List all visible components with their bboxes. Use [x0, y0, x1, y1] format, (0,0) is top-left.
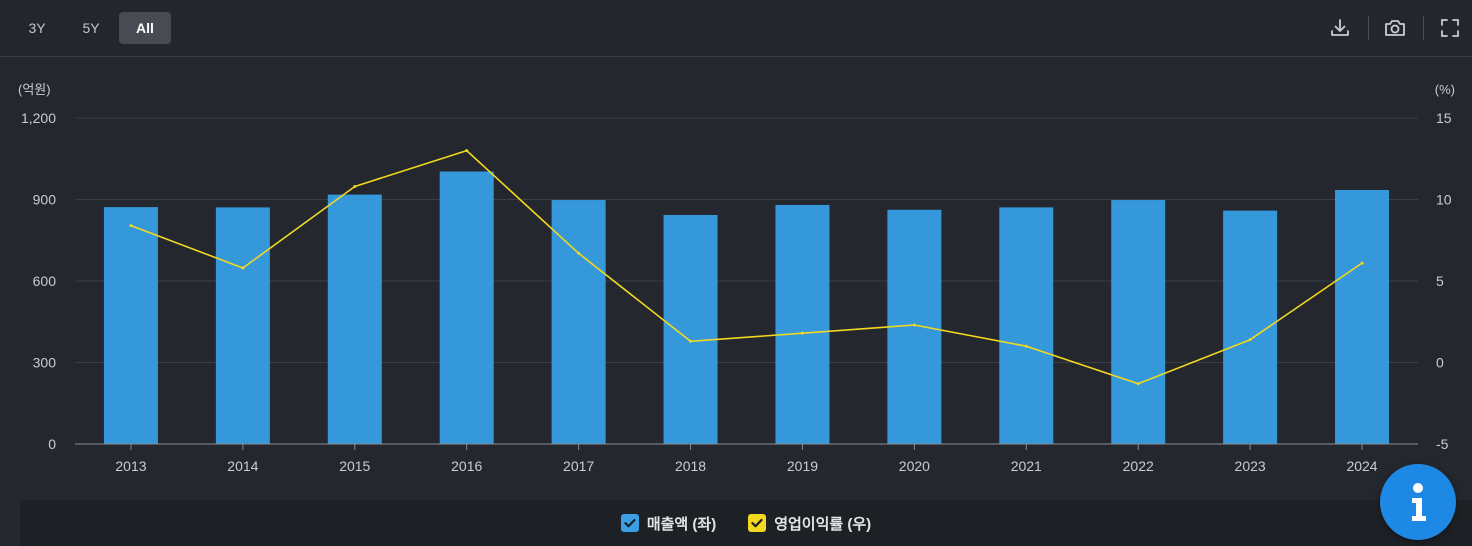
x-axis-tick-label: 2015	[339, 458, 370, 474]
fullscreen-icon[interactable]	[1434, 12, 1466, 44]
bar-revenue-2016	[439, 171, 494, 444]
legend-label: 매출액 (좌)	[646, 515, 717, 533]
line-operating-margin	[130, 149, 1363, 385]
checkbox-icon	[620, 514, 639, 532]
toolbar-divider	[1368, 16, 1369, 40]
left-axis-tick-label: 900	[33, 192, 57, 208]
point-operating-margin-2016	[465, 149, 469, 153]
right-axis-tick-label: 0	[1436, 355, 1444, 371]
bar-revenue-2015	[327, 194, 382, 444]
bar-revenue-2021	[999, 207, 1054, 444]
range-tab-3y[interactable]: 3Y	[28, 20, 46, 36]
bar-revenue-2014	[215, 207, 270, 444]
point-operating-margin-2014	[241, 266, 245, 270]
camera-icon[interactable]	[1379, 12, 1411, 44]
point-operating-margin-2023	[1248, 338, 1252, 342]
point-operating-margin-2013	[129, 224, 133, 228]
right-axis-tick-label: 15	[1436, 110, 1452, 126]
legend-item-operating-margin[interactable]: 영업이익률 (우)	[748, 513, 871, 534]
x-axis-tick-label: 2024	[1346, 458, 1377, 474]
range-tabs: 3Y 5Y All	[11, 12, 171, 44]
bar-revenue-2017	[551, 200, 606, 444]
left-axis-tick-label: 600	[33, 273, 57, 289]
x-axis-tick-label: 2022	[1123, 458, 1154, 474]
range-tab-all[interactable]: All	[119, 12, 171, 44]
combo-chart: 0 -5 300 0 600 5 900 10 1,200 15 2013 2014 2015 2016 2…	[18, 82, 1455, 474]
download-icon[interactable]	[1324, 12, 1356, 44]
left-axis-tick-label: 0	[48, 436, 56, 452]
x-axis-tick-label: 2023	[1235, 458, 1266, 474]
info-icon	[1412, 483, 1426, 521]
x-axis-tick-label: 2017	[563, 458, 594, 474]
bar-revenue-2022	[1111, 200, 1166, 444]
toolbar-divider	[1423, 16, 1424, 40]
bar-revenue-2013	[103, 207, 158, 444]
x-axis-tick-label: 2021	[1011, 458, 1042, 474]
range-tab-5y[interactable]: 5Y	[82, 20, 100, 36]
x-axis-tick-label: 2020	[899, 458, 930, 474]
bar-revenue-2024	[1335, 189, 1390, 444]
point-operating-margin-2020	[912, 323, 916, 327]
point-operating-margin-2015	[353, 184, 357, 188]
left-axis-unit: (억원)	[18, 82, 51, 97]
point-operating-margin-2017	[577, 251, 581, 255]
x-axis-tick-label: 2016	[451, 458, 482, 474]
right-axis-unit: (%)	[1435, 82, 1455, 97]
point-operating-margin-2024	[1360, 261, 1364, 265]
point-operating-margin-2022	[1136, 382, 1140, 386]
chart-legend: 매출액 (좌) 영업이익률 (우)	[20, 500, 1472, 546]
chart-toolbar: 3Y 5Y All	[0, 0, 1472, 57]
left-axis-tick-label: 300	[33, 355, 57, 371]
point-operating-margin-2021	[1024, 344, 1028, 348]
x-axis-tick-label: 2014	[227, 458, 258, 474]
info-button[interactable]	[1380, 464, 1456, 540]
right-axis-tick-label: -5	[1436, 436, 1449, 452]
x-axis-tick-label: 2019	[787, 458, 818, 474]
legend-item-revenue[interactable]: 매출액 (좌)	[620, 513, 717, 534]
checkbox-icon	[748, 514, 767, 532]
point-operating-margin-2018	[689, 339, 693, 343]
x-axis-tick-label: 2013	[115, 458, 146, 474]
legend-label: 영업이익률 (우)	[774, 515, 872, 533]
x-axis-tick-label: 2018	[675, 458, 706, 474]
right-axis-tick-label: 10	[1436, 192, 1452, 208]
bar-revenue-2018	[663, 214, 718, 444]
point-operating-margin-2019	[800, 331, 804, 335]
right-axis-tick-label: 5	[1436, 273, 1444, 289]
left-axis-tick-label: 1,200	[21, 110, 56, 126]
bar-revenue-2019	[775, 204, 830, 444]
